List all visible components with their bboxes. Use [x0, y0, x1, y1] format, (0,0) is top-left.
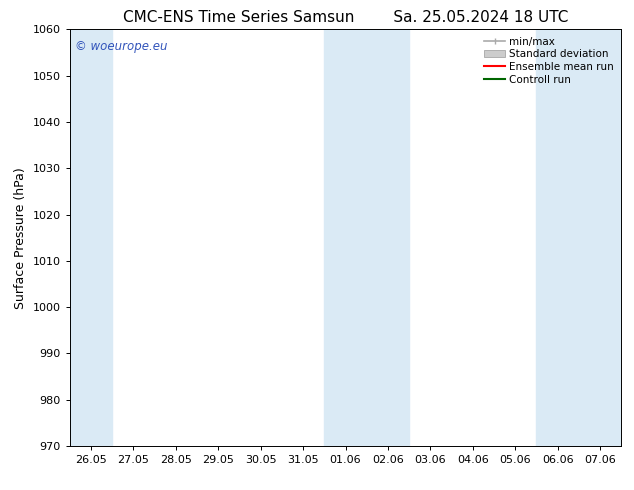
Bar: [70, 29, 112, 446]
Title: CMC-ENS Time Series Samsun        Sa. 25.05.2024 18 UTC: CMC-ENS Time Series Samsun Sa. 25.05.202…: [123, 10, 568, 25]
Y-axis label: Surface Pressure (hPa): Surface Pressure (hPa): [14, 167, 27, 309]
Text: © woeurope.eu: © woeurope.eu: [75, 40, 168, 53]
Legend: min/max, Standard deviation, Ensemble mean run, Controll run: min/max, Standard deviation, Ensemble me…: [480, 32, 618, 89]
Bar: [536, 29, 621, 446]
Bar: [325, 29, 409, 446]
